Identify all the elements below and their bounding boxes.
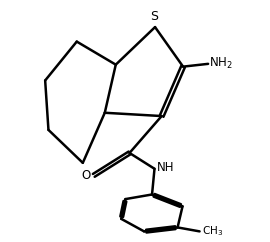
Text: S: S	[150, 10, 158, 23]
Text: NH: NH	[157, 161, 174, 174]
Text: NH$_2$: NH$_2$	[209, 56, 233, 71]
Text: O: O	[82, 169, 91, 182]
Text: CH$_3$: CH$_3$	[202, 225, 223, 238]
